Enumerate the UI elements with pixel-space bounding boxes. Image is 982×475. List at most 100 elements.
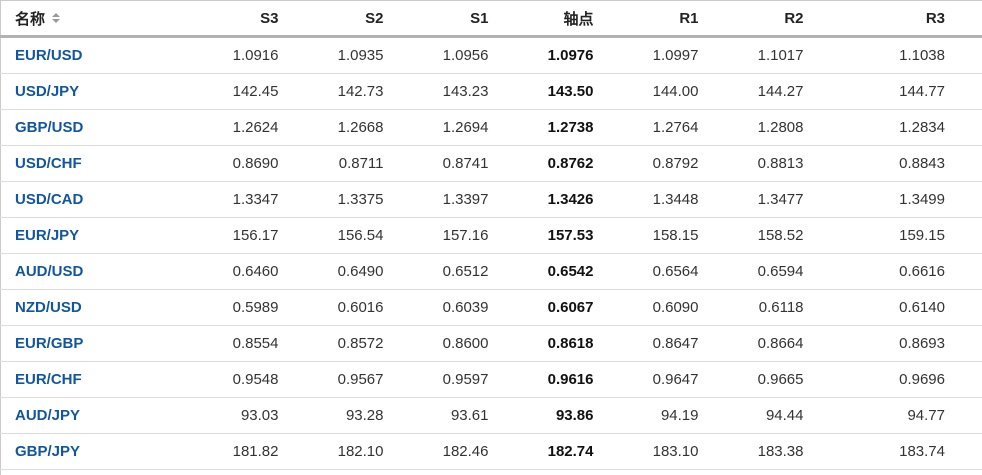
value-cell: 0.8843 xyxy=(827,145,982,182)
table-row: EUR/JPY 156.17 156.54 157.16 157.53 158.15 158… xyxy=(0,217,982,254)
value-cell: 0.6016 xyxy=(302,289,408,326)
column-header-s2: S2 xyxy=(302,0,408,38)
value-cell: 0.9597 xyxy=(407,361,513,398)
pair-link[interactable]: GBP/JPY xyxy=(15,443,81,460)
table-body: EUR/USD 1.0916 1.0935 1.0956 1.0976 1.0997 1.1… xyxy=(0,36,982,475)
value-cell: 93.61 xyxy=(407,397,513,434)
value-cell: 1.2764 xyxy=(617,109,723,146)
value-cell: 0.8711 xyxy=(302,145,408,182)
value-cell: 94.44 xyxy=(722,397,828,434)
column-header-s1: S1 xyxy=(407,0,513,38)
pivot-value-cell: 157.53 xyxy=(512,217,618,254)
pair-link[interactable]: EUR/USD xyxy=(15,47,83,64)
partial-cell xyxy=(302,469,408,475)
value-cell: 0.9647 xyxy=(617,361,723,398)
value-cell: 1.3499 xyxy=(827,181,982,218)
value-cell: 183.38 xyxy=(722,433,828,470)
value-cell: 0.9696 xyxy=(827,361,982,398)
value-cell: 142.45 xyxy=(197,73,303,110)
value-cell: 0.8690 xyxy=(197,145,303,182)
value-cell: 142.73 xyxy=(302,73,408,110)
value-cell: 1.2694 xyxy=(407,109,513,146)
value-cell: 1.0916 xyxy=(197,36,303,74)
pair-link[interactable]: AUD/USD xyxy=(15,263,84,280)
value-cell: 144.77 xyxy=(827,73,982,110)
value-cell: 1.3477 xyxy=(722,181,828,218)
value-cell: 93.03 xyxy=(197,397,303,434)
value-cell: 0.8554 xyxy=(197,325,303,362)
table-row: EUR/CHF 0.9548 0.9567 0.9597 0.9616 0.9647 0.9… xyxy=(0,361,982,398)
value-cell: 1.2834 xyxy=(827,109,982,146)
value-cell: 158.15 xyxy=(617,217,723,254)
value-cell: 0.8664 xyxy=(722,325,828,362)
table-row: USD/JPY 142.45 142.73 143.23 143.50 144.00 144… xyxy=(0,73,982,110)
value-cell: 0.9548 xyxy=(197,361,303,398)
table-row: USD/CHF 0.8690 0.8711 0.8741 0.8762 0.8792 0.8… xyxy=(0,145,982,182)
pair-link[interactable]: EUR/CHF xyxy=(15,371,82,388)
table-row: AUD/JPY 93.03 93.28 93.61 93.86 94.19 94.44 94.… xyxy=(0,397,982,434)
value-cell: 1.0935 xyxy=(302,36,408,74)
pair-link[interactable]: EUR/GBP xyxy=(15,335,84,352)
value-cell: 156.17 xyxy=(197,217,303,254)
value-cell: 144.27 xyxy=(722,73,828,110)
value-cell: 1.0956 xyxy=(407,36,513,74)
pivot-value-cell: 93.86 xyxy=(512,397,618,434)
table-row: GBP/USD 1.2624 1.2668 1.2694 1.2738 1.2764 1.2… xyxy=(0,109,982,146)
value-cell: 0.8572 xyxy=(302,325,408,362)
table-row: AUD/USD 0.6460 0.6490 0.6512 0.6542 0.6564 0.6… xyxy=(0,253,982,290)
header-row: 名称 S3 S2 S1 轴点 R1 R2 R3 xyxy=(0,0,982,38)
value-cell: 1.3375 xyxy=(302,181,408,218)
pair-link[interactable]: USD/CAD xyxy=(15,191,84,208)
value-cell: 1.2624 xyxy=(197,109,303,146)
value-cell: 158.52 xyxy=(722,217,828,254)
pair-link[interactable]: AUD/JPY xyxy=(15,407,81,424)
pair-name-cell: EUR/JPY xyxy=(0,217,198,254)
pivot-value-cell: 1.0976 xyxy=(512,36,618,74)
value-cell: 0.6512 xyxy=(407,253,513,290)
pair-link[interactable]: USD/JPY xyxy=(15,83,80,100)
pair-link[interactable]: GBP/USD xyxy=(15,119,84,136)
pair-name-cell: GBP/USD xyxy=(0,109,198,146)
partial-cell xyxy=(617,469,723,475)
partial-cell xyxy=(722,469,828,475)
column-header-r1: R1 xyxy=(617,0,723,38)
value-cell: 93.28 xyxy=(302,397,408,434)
pivot-value-cell: 0.9616 xyxy=(512,361,618,398)
column-header-pivot: 轴点 xyxy=(512,0,618,38)
value-cell: 0.8693 xyxy=(827,325,982,362)
pivot-value-cell: 143.50 xyxy=(512,73,618,110)
value-cell: 0.6616 xyxy=(827,253,982,290)
table-row: GBP/JPY 181.82 182.10 182.46 182.74 183.10 183… xyxy=(0,433,982,470)
column-header-r2: R2 xyxy=(722,0,828,38)
name-header-label: 名称 xyxy=(15,10,46,28)
table-row: EUR/GBP 0.8554 0.8572 0.8600 0.8618 0.8647 0.8… xyxy=(0,325,982,362)
value-cell: 0.6564 xyxy=(617,253,723,290)
value-cell: 159.15 xyxy=(827,217,982,254)
pair-link[interactable]: USD/CHF xyxy=(15,155,82,172)
value-cell: 1.3397 xyxy=(407,181,513,218)
pair-name-cell: USD/CHF xyxy=(0,145,198,182)
value-cell: 156.54 xyxy=(302,217,408,254)
pair-link[interactable]: EUR/JPY xyxy=(15,227,80,244)
pair-name-cell: NZD/USD xyxy=(0,289,198,326)
value-cell: 0.8813 xyxy=(722,145,828,182)
pivot-value-cell: 0.6542 xyxy=(512,253,618,290)
partial-cell xyxy=(407,469,513,475)
column-header-r3: R3 xyxy=(827,0,982,38)
value-cell: 1.3448 xyxy=(617,181,723,218)
table-row: NZD/USD 0.5989 0.6016 0.6039 0.6067 0.6090 0.6… xyxy=(0,289,982,326)
value-cell: 1.1017 xyxy=(722,36,828,74)
pair-link[interactable]: NZD/USD xyxy=(15,299,82,316)
partial-cell xyxy=(827,469,982,475)
partial-cell xyxy=(0,469,198,475)
pivot-value-cell: 0.6067 xyxy=(512,289,618,326)
value-cell: 94.19 xyxy=(617,397,723,434)
value-cell: 1.0997 xyxy=(617,36,723,74)
column-header-name[interactable]: 名称 xyxy=(0,0,198,38)
pivot-value-cell: 1.2738 xyxy=(512,109,618,146)
partial-cell xyxy=(512,469,618,475)
value-cell: 0.9665 xyxy=(722,361,828,398)
pair-name-cell: USD/JPY xyxy=(0,73,198,110)
pivot-value-cell: 0.8618 xyxy=(512,325,618,362)
